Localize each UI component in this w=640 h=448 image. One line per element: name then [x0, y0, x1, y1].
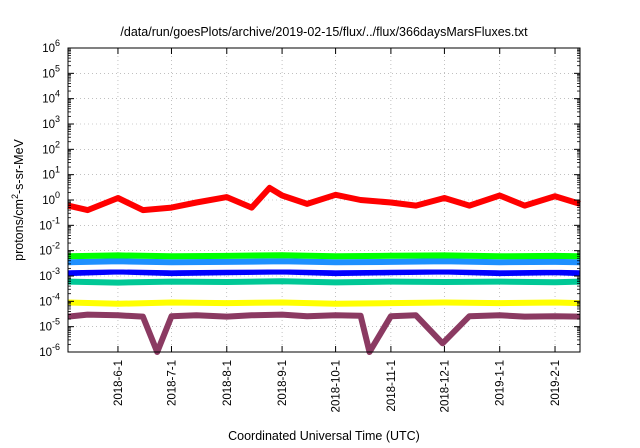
chart-title: /data/run/goesPlots/archive/2019-02-15/f…: [120, 25, 528, 39]
series-line-5: [67, 263, 581, 271]
y-tick-label: 103: [42, 114, 60, 131]
x-tick-label: 2018-6-1: [113, 360, 125, 406]
y-tick-label: 100: [42, 190, 60, 207]
y-tick-label: 10-5: [39, 317, 60, 334]
y-tick-label: 101: [42, 165, 60, 182]
x-tick-label: 2018-9-1: [277, 360, 289, 406]
x-tick-label: 2018-7-1: [166, 360, 178, 406]
series-line-3: [67, 278, 581, 286]
series-line-7: [67, 252, 581, 260]
y-axis-label: protons/cm2-s-sr-MeV: [10, 138, 26, 260]
y-axis-label-part1: protons/cm: [12, 199, 26, 261]
series-layer: [67, 184, 581, 355]
y-tick-label: 10-6: [39, 342, 60, 359]
y-axis-label-sup: 2: [10, 194, 20, 199]
y-axis-label-part2: -s-sr-MeV: [12, 138, 26, 194]
x-tick-label: 2018-8-1: [222, 360, 234, 406]
x-tick-label: 2018-12-1: [439, 360, 451, 412]
x-axis-label: Coordinated Universal Time (UTC): [228, 429, 420, 443]
y-tick-label: 105: [42, 63, 60, 80]
y-tick-label: 10-1: [39, 215, 60, 232]
series-line-6: [67, 258, 581, 266]
y-tick-label: 10-2: [39, 241, 60, 258]
y-tick-label: 102: [42, 139, 60, 156]
y-tick-label: 104: [42, 89, 60, 106]
series-line-8: [67, 184, 581, 214]
x-axis: 2018-6-1 2018-7-1 2018-8-1 2018-9-1 2018-10-…: [113, 48, 562, 412]
x-tick-label: 2018-11-1: [386, 360, 398, 412]
y-tick-label: 10-4: [39, 291, 60, 308]
y-axis: 10-6 10-5 10-4 10-3 10-2 10-1 100 101 102 103 104 1…: [39, 38, 580, 359]
x-tick-label: 2019-1-1: [495, 360, 507, 406]
x-tick-label: 2019-2-1: [550, 360, 562, 406]
series-line-2: [67, 299, 581, 307]
series-line-4: [67, 268, 581, 277]
y-tick-label: 106: [42, 38, 60, 55]
series-line-1: [67, 311, 581, 355]
x-tick-label: 2018-10-1: [331, 360, 343, 412]
y-tick-label: 10-3: [39, 266, 60, 283]
